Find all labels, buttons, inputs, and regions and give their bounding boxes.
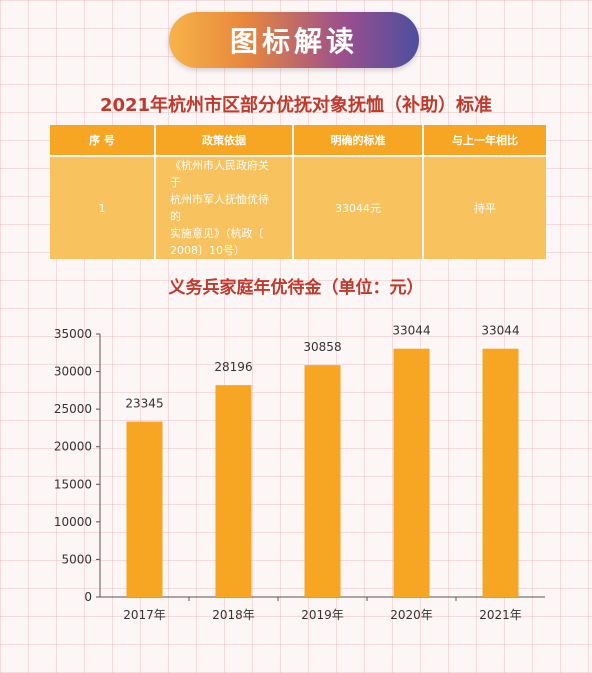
table-title: 2021年杭州市区部分优抚对象抚恤（补助）标准	[99, 95, 493, 116]
cell-comparison: 持平	[424, 155, 546, 259]
y-tick-label: 10000	[54, 515, 92, 529]
y-tick-label: 5000	[61, 552, 92, 566]
bar-value-label: 33044	[392, 324, 430, 338]
basis-line: 杭州市军人抚恤优待的	[170, 193, 269, 223]
y-tick-label: 35000	[54, 327, 92, 341]
basis-line: 2008〕10号）	[170, 244, 245, 257]
header-comparison: 与上一年相比	[424, 125, 546, 155]
cell-basis: 《杭州市人民政府关于 杭州市军人抚恤优待的 实施意见》（杭政〔 2008〕10号…	[156, 155, 294, 259]
cell-standard: 33044元	[294, 155, 424, 259]
x-tick-label: 2020年	[390, 608, 433, 622]
header-basis: 政策依据	[156, 125, 294, 155]
bar-chart: 0 5000 10000 15000 20000 25000 30000 35000 23345…	[54, 324, 545, 622]
standards-table: 序 号 政策依据 明确的标准 与上一年相比 1 《杭州市人民政府关于 杭州市军人…	[50, 125, 546, 259]
header-index: 序 号	[50, 125, 156, 155]
x-tick-label: 2019年	[301, 608, 344, 622]
bar	[482, 348, 519, 597]
bar-value-label: 33044	[481, 324, 519, 338]
banner-title: 图标解读	[229, 25, 358, 58]
bar-value-label: 30858	[303, 340, 341, 354]
table-row: 1 《杭州市人民政府关于 杭州市军人抚恤优待的 实施意见》（杭政〔 2008〕1…	[50, 155, 546, 259]
bar	[215, 385, 252, 597]
bar-value-label: 28196	[214, 360, 252, 374]
cell-index: 1	[50, 155, 156, 259]
bar-value-label: 23345	[125, 397, 163, 411]
bar	[304, 365, 341, 597]
bar	[393, 348, 430, 597]
header-banner: 图标解读	[169, 12, 419, 68]
x-tick-label: 2018年	[212, 608, 255, 622]
table-header-row: 序 号 政策依据 明确的标准 与上一年相比	[50, 125, 546, 155]
y-tick-label: 0	[84, 590, 92, 604]
header-standard: 明确的标准	[294, 125, 424, 155]
basis-line: 《杭州市人民政府关于	[170, 159, 269, 189]
y-tick-label: 15000	[54, 477, 92, 491]
bar	[126, 421, 163, 597]
y-tick-label: 20000	[54, 440, 92, 454]
y-tick-label: 30000	[54, 365, 92, 379]
basis-line: 实施意见》（杭政〔	[170, 227, 264, 240]
x-tick-label: 2021年	[479, 608, 522, 622]
y-tick-label: 25000	[54, 402, 92, 416]
chart-title: 义务兵家庭年优待金（单位：元）	[168, 278, 424, 298]
x-tick-label: 2017年	[123, 608, 166, 622]
